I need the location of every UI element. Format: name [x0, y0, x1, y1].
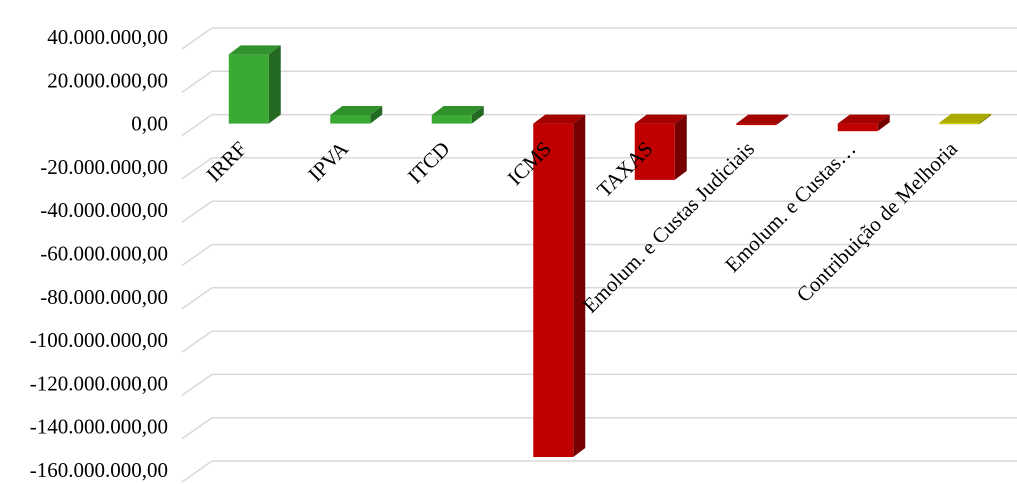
category-label: IPVA — [303, 136, 353, 186]
bar-front — [939, 122, 980, 125]
bar-itcd — [431, 105, 484, 124]
grid-line-depth — [181, 417, 213, 440]
bar-side — [776, 114, 789, 126]
bar-taxas — [634, 114, 687, 180]
grid-line-depth — [181, 330, 213, 353]
bar-top — [330, 105, 383, 115]
bar-top — [837, 114, 890, 124]
y-tick-label: -140.000.000,00 — [30, 415, 168, 439]
y-axis-tick-labels: 40.000.000,00 20.000.000,00 0,00 -20.000.00… — [30, 25, 168, 482]
y-tick-label: -120.000.000,00 — [30, 371, 168, 395]
grid-line-depth — [181, 70, 213, 93]
grid-line-depth — [181, 460, 213, 483]
bars — [228, 45, 992, 458]
bar-irrf — [228, 45, 281, 124]
bar-emolum-e-custas- — [837, 114, 890, 132]
bar-top — [228, 45, 281, 55]
bar-front — [634, 123, 675, 180]
y-tick-label: 0,00 — [131, 112, 168, 136]
bar-front — [330, 114, 371, 124]
y-tick-label: -80.000.000,00 — [40, 285, 168, 309]
category-label: ITCD — [403, 137, 455, 189]
bar-top — [939, 113, 992, 123]
bar-top — [431, 105, 484, 115]
bar-side — [877, 114, 890, 132]
grid-line-depth — [181, 243, 213, 267]
grid-line-depth — [181, 157, 213, 180]
bar-side — [674, 114, 687, 180]
bar-top — [533, 114, 586, 124]
bar-front — [736, 123, 777, 126]
y-tick-label: -60.000.000,00 — [40, 242, 168, 266]
bar-top — [634, 114, 687, 124]
category-label: IRRF — [202, 137, 252, 187]
bar-side — [573, 114, 586, 458]
bar-side — [268, 45, 281, 124]
bar-top — [736, 114, 789, 124]
bar-front — [837, 123, 878, 132]
y-tick-label: -100.000.000,00 — [30, 328, 168, 352]
y-tick-label: -40.000.000,00 — [40, 198, 168, 222]
grid-line-depth — [181, 373, 213, 397]
grid-lines — [181, 27, 1017, 483]
bar-contribui-o-de-melhoria — [939, 113, 992, 125]
grid-line-depth — [181, 287, 213, 310]
bar-front — [431, 114, 472, 124]
grid-line-depth — [181, 200, 213, 223]
grid-line-depth — [181, 27, 213, 50]
bar-ipva — [330, 105, 383, 124]
bar-front — [228, 54, 269, 124]
bar-side — [471, 105, 484, 124]
y-tick-label: -20.000.000,00 — [40, 155, 168, 179]
bar-front — [533, 123, 574, 458]
y-tick-label: 40.000.000,00 — [47, 25, 168, 49]
y-tick-label: 20.000.000,00 — [47, 68, 168, 92]
bar-side — [979, 113, 992, 125]
bar-side — [370, 105, 383, 124]
grid-line-depth — [181, 113, 213, 137]
bar-emolum-e-custas-judiciais — [736, 114, 789, 126]
y-tick-label: -160.000.000,00 — [30, 458, 168, 482]
bar-icms — [533, 114, 586, 458]
